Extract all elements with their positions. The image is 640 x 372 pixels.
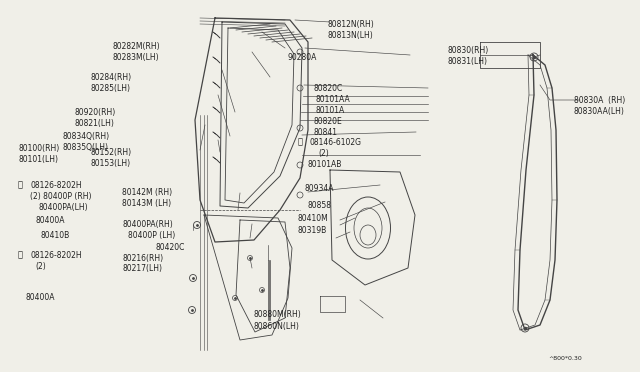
Text: 80400PA(RH): 80400PA(RH): [122, 219, 173, 228]
Text: 80319B: 80319B: [298, 225, 327, 234]
Text: 80400A: 80400A: [25, 294, 54, 302]
Text: (2): (2): [35, 262, 45, 270]
Text: 80216(RH): 80216(RH): [122, 253, 163, 263]
Text: ^800*0.30: ^800*0.30: [548, 356, 582, 360]
Text: (2): (2): [318, 148, 329, 157]
Text: 80830(RH): 80830(RH): [448, 45, 489, 55]
Text: 80830A  (RH): 80830A (RH): [574, 96, 625, 105]
Text: 80152(RH): 80152(RH): [90, 148, 131, 157]
Text: 80101A: 80101A: [316, 106, 345, 115]
Text: 80858: 80858: [308, 201, 332, 209]
Text: 90280A: 90280A: [288, 52, 317, 61]
Text: 80400A: 80400A: [35, 215, 65, 224]
Text: 80812N(RH): 80812N(RH): [328, 19, 375, 29]
Text: 80142M (RH): 80142M (RH): [122, 187, 172, 196]
Text: 80813N(LH): 80813N(LH): [328, 31, 374, 39]
Text: 80410B: 80410B: [40, 231, 69, 240]
Text: 80831(LH): 80831(LH): [448, 57, 488, 65]
Text: 80860N(LH): 80860N(LH): [254, 321, 300, 330]
Text: 80101AB: 80101AB: [308, 160, 342, 169]
Text: 80821(LH): 80821(LH): [74, 119, 114, 128]
Text: 80834Q(RH): 80834Q(RH): [62, 131, 109, 141]
Text: 80400P (LH): 80400P (LH): [128, 231, 175, 240]
Text: 80880M(RH): 80880M(RH): [254, 311, 301, 320]
Text: 80217(LH): 80217(LH): [122, 263, 162, 273]
Text: 80410M: 80410M: [298, 214, 329, 222]
Text: (2) 80400P (RH): (2) 80400P (RH): [30, 192, 92, 201]
Text: 80153(LH): 80153(LH): [90, 158, 130, 167]
Text: Ⓑ: Ⓑ: [18, 250, 23, 260]
Text: Ⓑ: Ⓑ: [18, 180, 23, 189]
Text: 08146-6102G: 08146-6102G: [310, 138, 362, 147]
Text: 80143M (LH): 80143M (LH): [122, 199, 171, 208]
Text: 08126-8202H: 08126-8202H: [30, 180, 82, 189]
Text: 80282M(RH): 80282M(RH): [112, 42, 159, 51]
Text: 08126-8202H: 08126-8202H: [30, 250, 82, 260]
Text: 80400PA(LH): 80400PA(LH): [38, 202, 88, 212]
Text: 80841: 80841: [314, 128, 338, 137]
Text: 80420C: 80420C: [155, 244, 184, 253]
Text: 80284(RH): 80284(RH): [90, 73, 131, 81]
Text: 80101AA: 80101AA: [316, 94, 351, 103]
Text: 80920(RH): 80920(RH): [74, 108, 115, 116]
Text: 80283M(LH): 80283M(LH): [112, 52, 159, 61]
Text: 80835Q(LH): 80835Q(LH): [62, 142, 108, 151]
Text: 80101(LH): 80101(LH): [18, 154, 58, 164]
Text: 80820C: 80820C: [314, 83, 343, 93]
Text: 80100(RH): 80100(RH): [18, 144, 60, 153]
Text: 80285(LH): 80285(LH): [90, 83, 130, 93]
Text: 80830AA(LH): 80830AA(LH): [574, 106, 625, 115]
Text: Ⓑ: Ⓑ: [298, 138, 303, 147]
Text: 80820E: 80820E: [314, 116, 343, 125]
Text: 80934A: 80934A: [305, 183, 335, 192]
